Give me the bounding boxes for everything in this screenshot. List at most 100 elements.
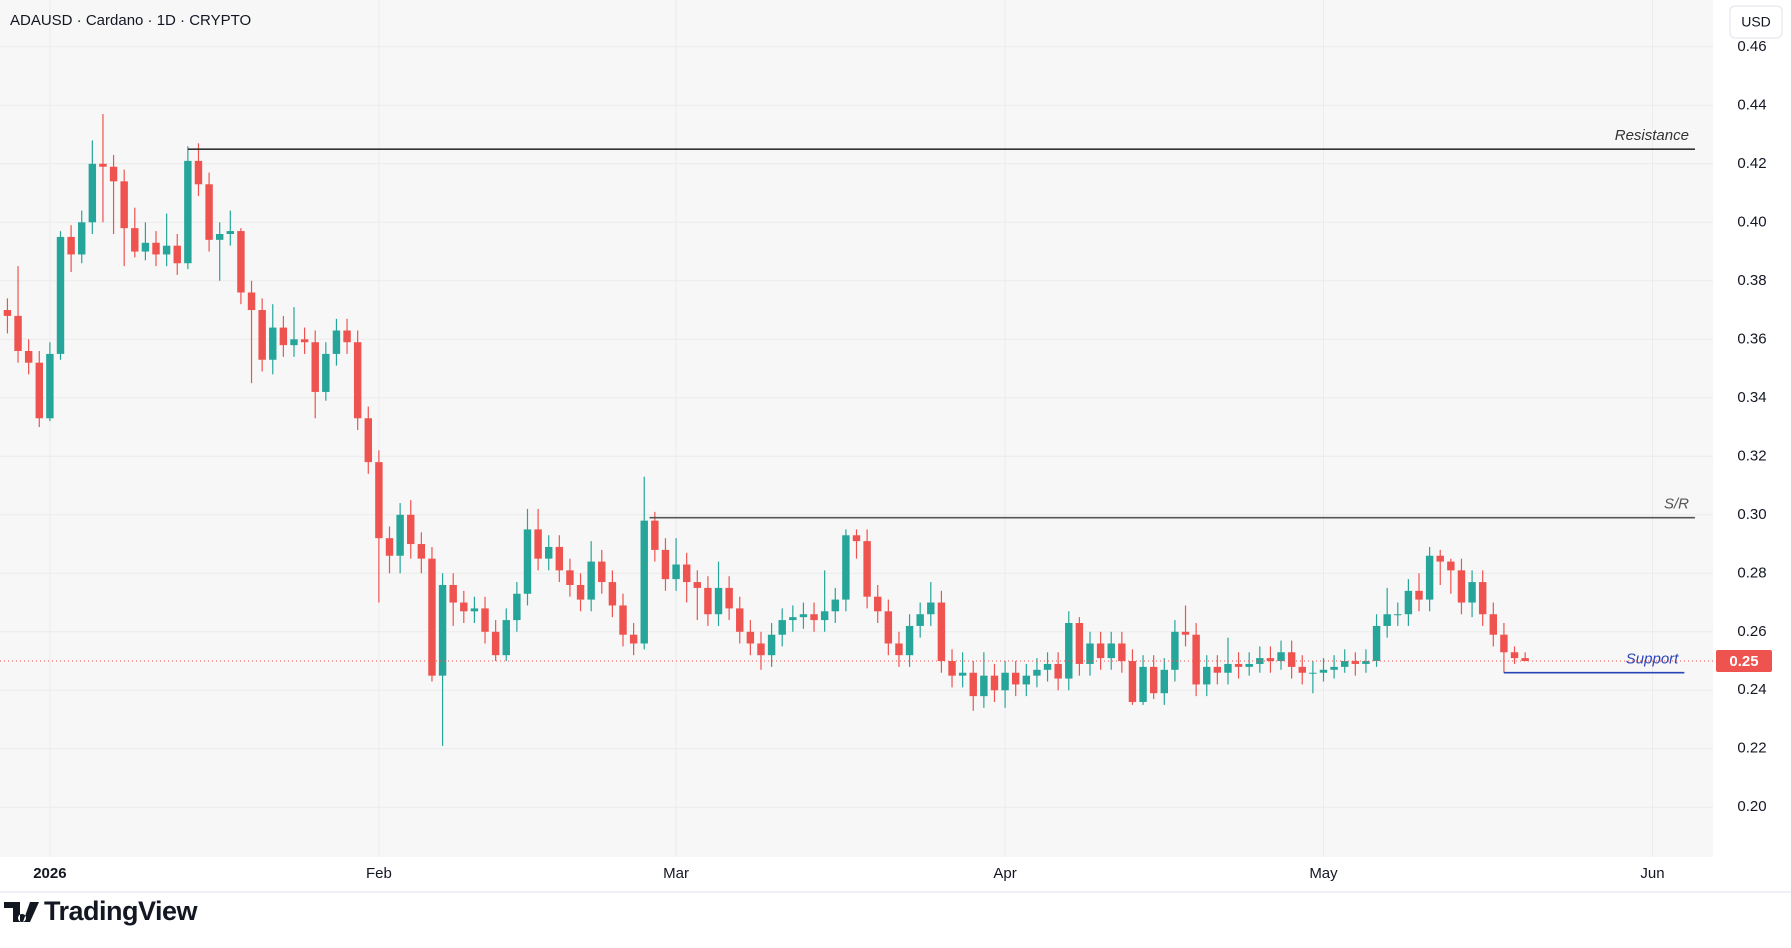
candle-body bbox=[78, 222, 86, 255]
candle-body bbox=[916, 614, 924, 626]
candle-body bbox=[491, 631, 500, 656]
candle-body bbox=[1436, 555, 1444, 562]
candle-body bbox=[1309, 672, 1317, 674]
candle-body bbox=[810, 614, 818, 621]
candle-body bbox=[162, 245, 171, 255]
candle-body bbox=[555, 546, 564, 571]
candle-body bbox=[46, 353, 54, 419]
currency-button[interactable] bbox=[1729, 5, 1783, 39]
x-tick-label: Mar bbox=[663, 865, 689, 882]
time-axis-background bbox=[0, 857, 1713, 892]
candle-body bbox=[1096, 643, 1105, 659]
candle-body bbox=[990, 675, 999, 691]
candle-body bbox=[948, 661, 956, 676]
candle-body bbox=[205, 184, 213, 240]
candle-body bbox=[1213, 666, 1222, 673]
candle-body bbox=[3, 310, 12, 316]
candle-body bbox=[629, 634, 638, 644]
candle-body bbox=[1425, 555, 1434, 600]
candle-body bbox=[481, 608, 489, 632]
candle-body bbox=[905, 625, 914, 656]
candle-body bbox=[1149, 666, 1158, 694]
brand-logo: TradingView bbox=[4, 896, 199, 926]
candle-body bbox=[608, 582, 617, 606]
candle-body bbox=[1011, 672, 1020, 685]
candle-body bbox=[184, 160, 192, 264]
grid bbox=[0, 0, 1713, 857]
candle-body bbox=[109, 166, 118, 182]
candle-body bbox=[226, 231, 235, 234]
candle-body bbox=[651, 520, 659, 550]
candle-body bbox=[1022, 675, 1031, 685]
candle-body bbox=[1489, 614, 1498, 635]
candle-body bbox=[767, 634, 776, 656]
candle-body bbox=[24, 350, 33, 363]
x-tick-label: May bbox=[1309, 865, 1338, 882]
y-tick-label: 0.42 bbox=[1737, 155, 1766, 172]
candle-body bbox=[1341, 661, 1349, 667]
candle-body bbox=[566, 570, 574, 585]
candle-body bbox=[1171, 631, 1179, 670]
candle-body bbox=[714, 587, 723, 615]
y-tick-label: 0.46 bbox=[1737, 38, 1766, 55]
candle-body bbox=[969, 672, 977, 697]
candle-body bbox=[311, 342, 319, 392]
candle-body bbox=[1139, 666, 1147, 702]
candle-body bbox=[725, 587, 733, 609]
candle-body bbox=[1065, 623, 1073, 679]
y-tick-label: 0.40 bbox=[1737, 213, 1766, 230]
candle-body bbox=[1287, 652, 1296, 667]
candle-body bbox=[937, 602, 946, 662]
candle-body bbox=[322, 353, 330, 392]
candle-body bbox=[35, 362, 43, 419]
candle-body bbox=[1234, 663, 1243, 667]
x-tick-label: Apr bbox=[993, 865, 1016, 882]
candle-body bbox=[1383, 614, 1391, 626]
candle-body bbox=[67, 236, 75, 255]
candle-body bbox=[1277, 652, 1285, 662]
overlay: Resistance S/R Support bbox=[0, 127, 1713, 674]
candle-body bbox=[884, 611, 893, 644]
candle-body bbox=[1351, 661, 1360, 664]
candle-body bbox=[746, 631, 755, 644]
brand-name: TradingView bbox=[44, 896, 199, 926]
candle-body bbox=[778, 620, 786, 635]
candle-body bbox=[1415, 590, 1423, 600]
candle-body bbox=[619, 605, 627, 635]
candle-body bbox=[693, 582, 702, 588]
candle-body bbox=[1457, 570, 1466, 603]
level-label: Support bbox=[1626, 651, 1679, 668]
candle-body bbox=[863, 541, 871, 597]
candle-body bbox=[99, 163, 107, 167]
y-tick-label: 0.36 bbox=[1737, 330, 1766, 347]
candle-body bbox=[789, 617, 797, 621]
candle-body bbox=[820, 611, 829, 621]
candle-body bbox=[587, 561, 595, 600]
candle-body bbox=[661, 549, 670, 580]
candle-body bbox=[1192, 634, 1200, 685]
candle-body bbox=[1224, 663, 1232, 673]
x-tick-label: 2026 bbox=[33, 865, 66, 882]
y-tick-label: 0.34 bbox=[1737, 389, 1766, 406]
candle-body bbox=[343, 330, 351, 343]
candle-body bbox=[1001, 672, 1009, 691]
candle-body bbox=[1372, 625, 1381, 662]
candle-body bbox=[194, 160, 203, 185]
level-label: S/R bbox=[1664, 496, 1689, 513]
candle-body bbox=[1203, 666, 1211, 685]
y-tick-label: 0.24 bbox=[1737, 681, 1766, 698]
currency-label[interactable]: USD bbox=[1741, 14, 1771, 30]
candle-body bbox=[874, 596, 882, 612]
candle-body bbox=[831, 599, 839, 612]
candle-body bbox=[364, 418, 372, 463]
candle-body bbox=[842, 535, 850, 600]
candle-body bbox=[927, 602, 935, 615]
brand-icon bbox=[4, 902, 39, 923]
candle-body bbox=[56, 236, 65, 354]
candle-body bbox=[958, 672, 967, 676]
y-tick-label: 0.30 bbox=[1737, 506, 1766, 523]
candle-body bbox=[1319, 669, 1328, 673]
candle-body bbox=[120, 181, 128, 229]
